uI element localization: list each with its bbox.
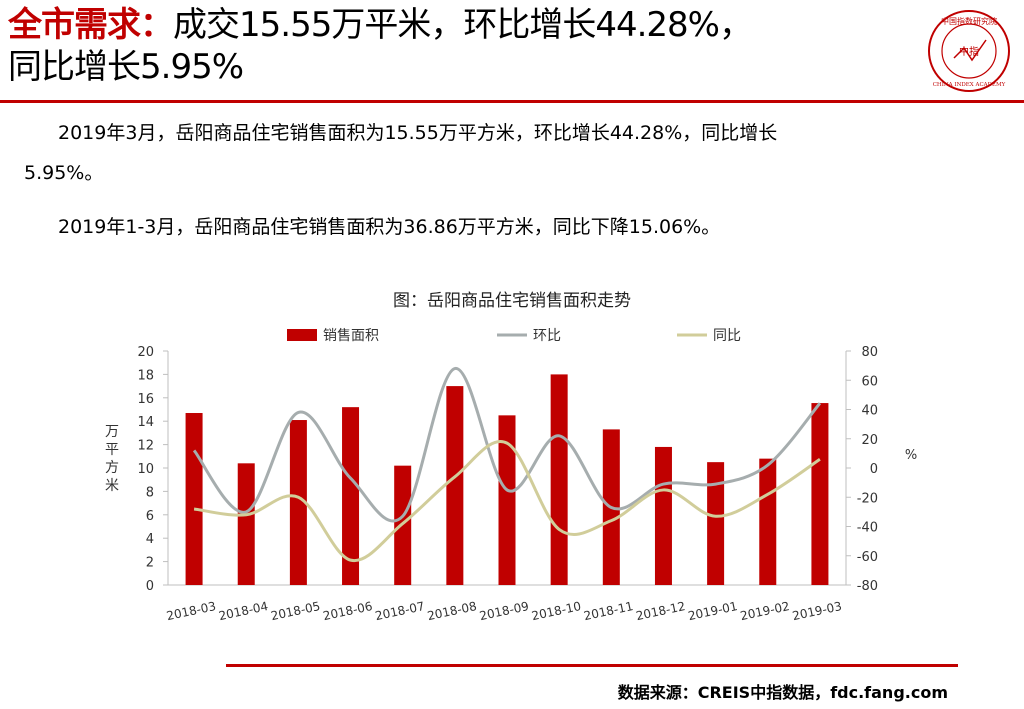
logo-trend-icon [953, 39, 987, 62]
x-tick-label: 2018-03 [165, 599, 217, 623]
y-tick-label-left: 8 [146, 485, 154, 500]
logo-text-bottom: CHINA INDEX ACADEMY [933, 82, 1006, 88]
chart-caption: 图：岳阳商品住宅销售面积走势 [393, 291, 631, 311]
title-highlight: 全市需求： [8, 5, 174, 45]
y-tick-label-right: 80 [861, 345, 878, 360]
page-header: 全市需求：成交15.55万平米，环比增长44.28%， 同比增长5.95% [8, 4, 908, 88]
bar-sales-area [811, 403, 829, 585]
footer-divider [226, 664, 958, 667]
y-tick-label-right: -40 [857, 521, 878, 536]
x-tick-label: 2018-12 [635, 599, 687, 623]
legend-label: 环比 [533, 328, 561, 344]
logo-text-top: 中国指数研究院 [941, 16, 997, 26]
bar-sales-area [289, 420, 307, 585]
y-tick-label-right: 60 [861, 374, 878, 389]
y-tick-label-left: 2 [146, 556, 154, 571]
y-tick-label-right: 40 [861, 404, 878, 419]
y-tick-label-left: 6 [146, 509, 154, 524]
y-axis-label-char: 方 [105, 460, 119, 476]
y-tick-label-left: 16 [137, 392, 154, 407]
y-tick-label-left: 0 [146, 579, 154, 594]
paragraph-1-line-2: 5.95%。 [24, 162, 104, 184]
bar-sales-area [654, 446, 672, 585]
x-tick-label: 2019-01 [687, 599, 739, 623]
x-tick-label: 2018-11 [582, 599, 634, 623]
line-mom [192, 367, 822, 523]
x-tick-label: 2019-02 [739, 599, 791, 623]
y-tick-label-left: 4 [146, 532, 154, 547]
y2-axis-label: % [905, 448, 917, 463]
paragraph-1-line-1: 2019年3月，岳阳商品住宅销售面积为15.55万平方米，环比增长44.28%，… [58, 122, 778, 144]
data-source: 数据来源：CREIS中指数据，fdc.fang.com [617, 683, 948, 702]
x-tick-label: 2019-03 [791, 599, 843, 623]
header-divider [0, 100, 1024, 103]
bar-sales-area [342, 407, 360, 585]
line-yoy [193, 440, 821, 562]
x-tick-label: 2018-10 [530, 599, 582, 623]
y-tick-label-right: -60 [857, 550, 878, 565]
legend-label: 销售面积 [323, 328, 379, 344]
paragraph-2: 2019年1-3月，岳阳商品住宅销售面积为36.86万平方米，同比下降15.06… [58, 216, 721, 238]
y-tick-label-left: 14 [137, 415, 154, 430]
bar-sales-area [759, 458, 777, 585]
bar-sales-area [550, 374, 568, 585]
legend-swatch-sales-area [287, 329, 317, 341]
y-tick-label-right: 20 [861, 433, 878, 448]
y-tick-label-right: -20 [857, 491, 878, 506]
y-tick-label-left: 18 [137, 368, 154, 383]
x-tick-label: 2018-07 [374, 599, 426, 623]
y-axis-label-char: 平 [105, 442, 119, 458]
y-tick-label-left: 10 [137, 462, 154, 477]
page-title-line2: 同比增长5.95% [8, 47, 244, 87]
bar-sales-area [498, 415, 516, 585]
bar-sales-area [237, 463, 255, 585]
y-tick-label-right: 0 [870, 462, 878, 477]
y-tick-label-right: -80 [857, 579, 878, 594]
china-index-academy-logo: 中国指数研究院 中指 CHINA INDEX ACADEMY [928, 10, 1010, 92]
bar-sales-area [446, 386, 464, 585]
y-axis-label-char: 米 [105, 478, 119, 494]
bar-sales-area [707, 462, 725, 585]
bar-sales-area [185, 413, 203, 585]
x-tick-label: 2018-05 [270, 599, 322, 623]
x-tick-label: 2018-04 [217, 599, 269, 623]
legend-label: 同比 [713, 328, 741, 344]
x-tick-label: 2018-08 [426, 599, 478, 623]
title-rest: 成交15.55万平米，环比增长44.28%， [173, 5, 753, 45]
y-axis-label-char: 万 [105, 424, 119, 440]
page-title: 全市需求：成交15.55万平米，环比增长44.28%， [8, 4, 908, 46]
x-tick-label: 2018-09 [478, 599, 530, 623]
y-tick-label-left: 12 [137, 439, 154, 454]
y-tick-label-left: 20 [137, 345, 154, 360]
x-tick-label: 2018-06 [322, 599, 374, 623]
